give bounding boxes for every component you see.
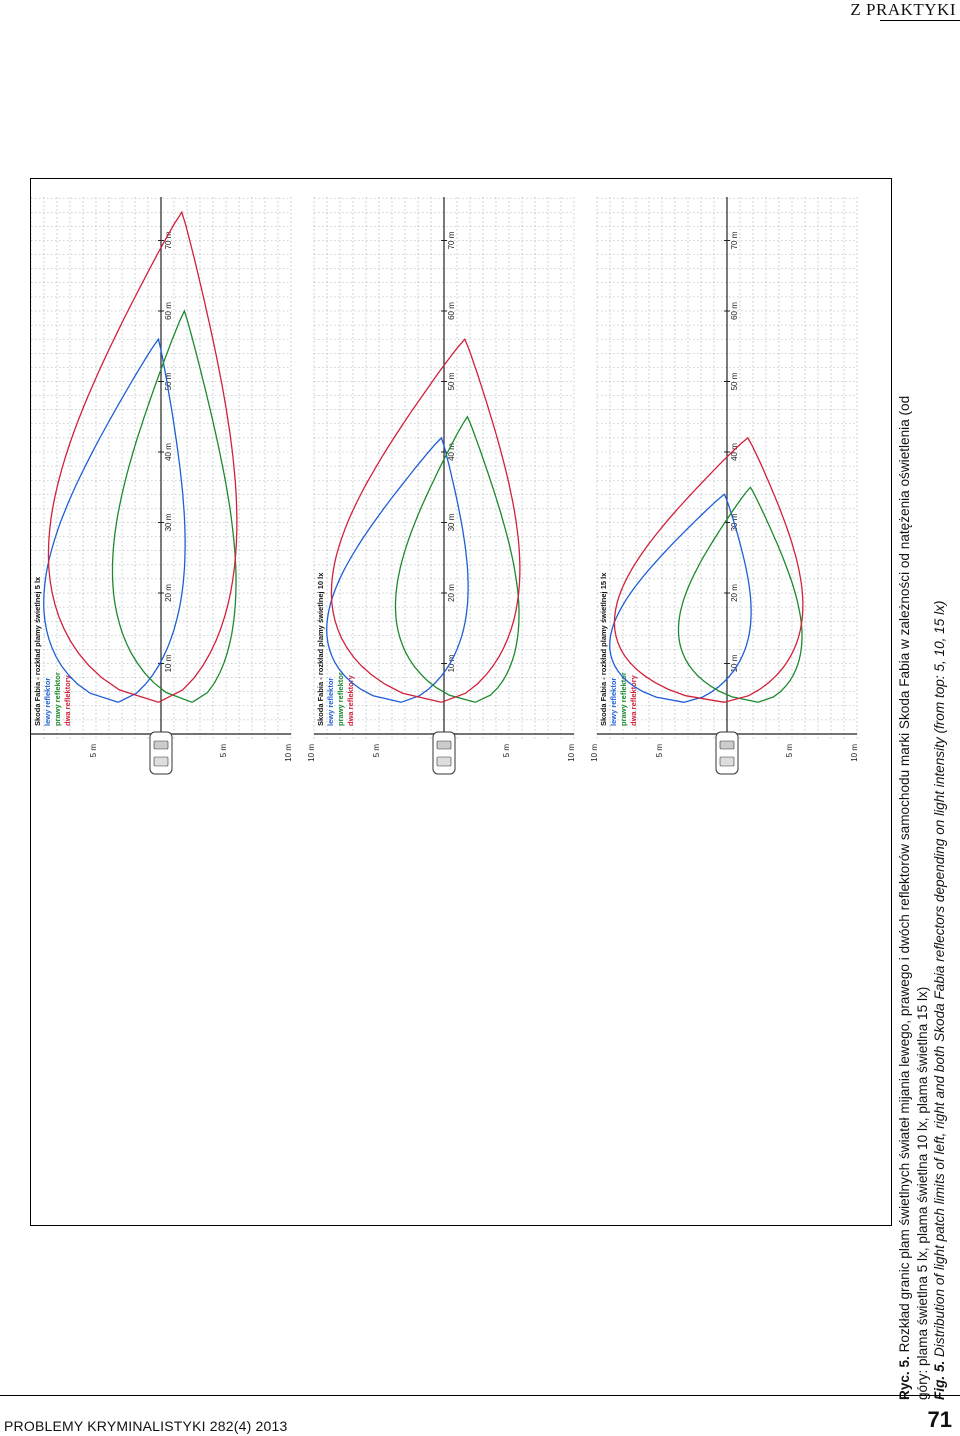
distance-tick-label: 40 m [730, 443, 739, 461]
legend-entry: dwa reflektory [346, 674, 355, 726]
legend-entry: lewy reflektor [43, 678, 52, 726]
caption-pl-text: Rozkład granic plam świetlnych świateł m… [897, 395, 930, 1400]
car-roof [719, 756, 735, 767]
footer-rule [0, 1395, 960, 1396]
legend-entry: prawy reflektor [336, 672, 345, 726]
caption-pl-label: Ryc. 5. [897, 1356, 912, 1400]
figure: 10 m 20 m 30 m 40 m 50 m 60 m 70 m 10 m 5 m 5 m 10… [30, 178, 892, 1226]
distance-tick-label: 60 m [164, 302, 173, 320]
car-windshield [719, 740, 735, 750]
lateral-tick-label: 5 m [219, 744, 228, 758]
car-body [149, 731, 173, 775]
distance-tick-label: 10 m [447, 654, 456, 672]
car-icon [149, 731, 173, 775]
car-body [715, 731, 739, 775]
distance-tick-label: 10 m [164, 654, 173, 672]
distance-tick-label: 30 m [164, 513, 173, 531]
light-patch-left [609, 493, 752, 703]
distance-tick-label: 30 m [447, 513, 456, 531]
car-roof [436, 756, 452, 767]
lateral-tick-label: 10 m [284, 744, 293, 762]
journal-title: PROBLEMY KRYMINALISTYKI 282(4) 2013 [4, 1418, 288, 1434]
distance-tick-label: 50 m [164, 372, 173, 390]
lateral-tick-label: 5 m [502, 744, 511, 758]
caption-en-text: Distribution of light patch limits of le… [932, 600, 947, 1357]
distance-tick-label: 40 m [447, 443, 456, 461]
distance-tick-label: 20 m [447, 584, 456, 602]
distance-tick-label: 20 m [730, 584, 739, 602]
lateral-tick-label: 10 m [590, 744, 599, 762]
lateral-tick-label: 5 m [89, 744, 98, 758]
legend-entry: dwa reflektory [629, 674, 638, 726]
distance-tick-label: 70 m [164, 231, 173, 249]
legend-entry: prawy reflektor [53, 672, 62, 726]
legend-entry: lewy reflektor [609, 678, 618, 726]
light-patch-right [677, 486, 803, 703]
light-patch-left [43, 337, 186, 703]
light-patch-both [613, 436, 804, 703]
header-rule [880, 20, 960, 21]
distance-tick-label: 50 m [730, 372, 739, 390]
light-patch-right [394, 415, 520, 703]
lateral-tick-label: 10 m [307, 744, 316, 762]
light-patch-right [111, 309, 237, 703]
car-icon [715, 731, 739, 775]
distance-tick-label: 20 m [164, 584, 173, 602]
section-title: Z PRAKTYKI [850, 0, 956, 19]
distance-tick-label: 60 m [730, 302, 739, 320]
car-roof [153, 756, 169, 767]
figure-panel: 10 m 20 m 30 m 40 m 50 m 60 m 70 m 10 m 5 m 5 m 10… [31, 197, 293, 775]
distance-tick-label: 70 m [447, 231, 456, 249]
lateral-tick-label: 5 m [655, 744, 664, 758]
distance-tick-label: 70 m [730, 231, 739, 249]
distance-tick-label: 50 m [447, 372, 456, 390]
panel-title: Skoda Fabia - rozkład plamy świetlnej 5 … [33, 576, 42, 726]
distance-tick-label: 10 m [730, 654, 739, 672]
panel-title: Skoda Fabia - rozkład plamy świetlnej 10… [316, 572, 325, 726]
figure-caption: Ryc. 5. Rozkład granic plam świetlnych ś… [896, 370, 949, 1400]
distance-tick-label: 40 m [164, 443, 173, 461]
lateral-tick-label: 10 m [850, 744, 859, 762]
legend-entry: dwa reflektory [63, 674, 72, 726]
lateral-tick-label: 5 m [372, 744, 381, 758]
legend-entry: lewy reflektor [326, 678, 335, 726]
legend-entry: prawy reflektor [619, 672, 628, 726]
panel-title: Skoda Fabia - rozkład plamy świetlnej 15… [599, 572, 608, 726]
caption-en: Fig. 5. Distribution of light patch limi… [931, 370, 949, 1400]
light-patch-both [47, 210, 238, 703]
light-patch-left [326, 436, 469, 703]
car-windshield [436, 740, 452, 750]
lateral-tick-label: 5 m [785, 744, 794, 758]
light-patch-both [330, 337, 521, 703]
page-number: 71 [927, 1407, 952, 1432]
car-icon [432, 731, 456, 775]
figure-chart: 10 m 20 m 30 m 40 m 50 m 60 m 70 m 10 m 5 m 5 m 10… [31, 197, 859, 775]
caption-pl: Ryc. 5. Rozkład granic plam świetlnych ś… [896, 370, 931, 1400]
lateral-tick-label: 10 m [567, 744, 576, 762]
lateral-tick-label: 10 m [31, 744, 33, 762]
car-windshield [153, 740, 169, 750]
figure-panel: 10 m 20 m 30 m 40 m 50 m 60 m 70 m 10 m 5 m 5 m 10… [307, 197, 576, 775]
car-body [432, 731, 456, 775]
distance-tick-label: 60 m [447, 302, 456, 320]
